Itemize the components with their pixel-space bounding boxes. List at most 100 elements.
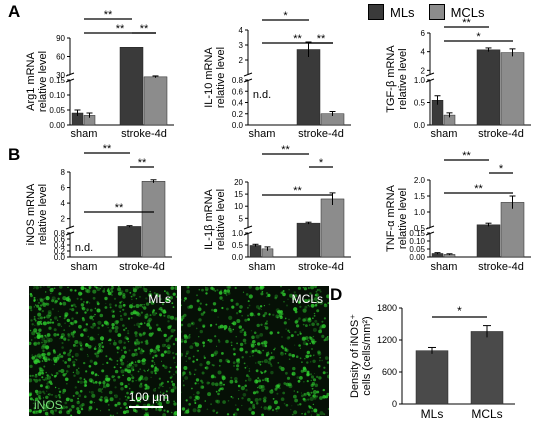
- cell-speck: [233, 352, 236, 356]
- cell-speck: [70, 322, 74, 326]
- cell-speck: [275, 314, 280, 319]
- cell-speck: [85, 343, 89, 347]
- il1b-xlabel-stroke: stroke-4d: [298, 261, 344, 273]
- cell-speck: [268, 357, 272, 361]
- cell-speck: [263, 359, 268, 364]
- cell-speck: [46, 333, 51, 337]
- cell-speck: [80, 286, 85, 290]
- tgfb-tick-label: 2: [421, 66, 426, 75]
- cell-speck: [252, 355, 254, 357]
- cell-speck: [259, 363, 262, 366]
- cell-speck: [293, 390, 296, 392]
- cell-speck: [53, 375, 57, 378]
- cell-speck: [218, 389, 221, 392]
- cell-speck: [51, 359, 53, 361]
- cell-speck: [307, 318, 312, 323]
- cell-speck: [41, 302, 46, 306]
- cell-speck: [313, 354, 315, 356]
- inos-significance-label: **: [115, 202, 124, 214]
- cell-speck: [120, 361, 125, 366]
- cell-speck: [161, 343, 166, 348]
- cell-speck: [237, 358, 240, 361]
- cell-speck: [39, 384, 43, 388]
- cell-speck: [104, 296, 108, 301]
- cell-speck: [135, 398, 138, 400]
- cell-speck: [322, 371, 326, 375]
- cell-speck: [73, 374, 76, 377]
- cell-speck: [245, 389, 248, 392]
- cell-speck: [64, 361, 67, 364]
- cell-speck: [78, 324, 82, 329]
- cell-speck: [101, 345, 105, 349]
- micrograph-mcls-label: MCLs: [291, 292, 323, 306]
- cell-speck: [145, 291, 147, 293]
- cell-speck: [261, 309, 262, 311]
- cell-speck: [38, 378, 41, 382]
- cell-speck: [319, 290, 322, 293]
- cell-speck: [99, 410, 101, 412]
- cell-speck: [129, 304, 133, 309]
- cell-speck: [307, 340, 309, 342]
- tnfa-tick-label: 0.05: [409, 245, 425, 254]
- cell-speck: [149, 353, 151, 355]
- cell-speck: [318, 376, 322, 380]
- cell-speck: [38, 366, 42, 370]
- cell-speck: [214, 376, 217, 379]
- cell-speck: [319, 300, 324, 305]
- cell-speck: [238, 325, 242, 329]
- cell-speck: [86, 308, 89, 311]
- cell-speck: [99, 288, 102, 290]
- tnfa-ylabel-line2: relative level: [397, 188, 409, 249]
- tnfa-tick-label: 1.0: [414, 208, 426, 217]
- cell-speck: [29, 374, 32, 377]
- cell-speck: [234, 377, 238, 381]
- cell-speck: [198, 336, 200, 338]
- cell-speck: [61, 405, 66, 410]
- cell-speck: [78, 381, 80, 383]
- cell-speck: [98, 343, 102, 347]
- cell-speck: [293, 307, 298, 312]
- cell-speck: [183, 366, 188, 370]
- cell-speck: [312, 317, 314, 319]
- cell-speck: [146, 313, 149, 316]
- cell-speck: [122, 308, 125, 311]
- cell-speck: [44, 377, 48, 381]
- cell-speck: [92, 337, 96, 341]
- cell-speck: [267, 293, 271, 297]
- cell-speck: [212, 409, 216, 413]
- cell-speck: [31, 339, 33, 341]
- cell-speck: [208, 339, 213, 343]
- cell-speck: [299, 376, 303, 380]
- cell-speck: [33, 342, 36, 345]
- cell-speck: [237, 384, 240, 386]
- cell-speck: [94, 373, 97, 377]
- cell-speck: [201, 385, 205, 389]
- cell-speck: [321, 334, 325, 338]
- cell-speck: [241, 397, 244, 400]
- cell-speck: [158, 407, 162, 412]
- tnfa-xlabel-stroke: stroke-4d: [478, 261, 524, 273]
- cell-speck: [94, 352, 97, 355]
- cell-speck: [182, 384, 185, 387]
- cell-speck: [67, 334, 71, 338]
- cell-speck: [230, 376, 233, 379]
- cell-speck: [199, 363, 203, 367]
- cell-speck: [306, 361, 309, 364]
- cell-speck: [111, 294, 113, 296]
- cell-speck: [38, 307, 42, 311]
- cell-speck: [122, 302, 124, 303]
- cell-speck: [276, 406, 280, 410]
- cell-speck: [324, 303, 327, 306]
- il10-xlabel-stroke: stroke-4d: [298, 128, 344, 140]
- cell-speck: [33, 296, 36, 299]
- cell-speck: [257, 342, 261, 346]
- cell-speck: [69, 398, 71, 400]
- cell-speck: [136, 341, 141, 345]
- cell-speck: [303, 287, 307, 291]
- cell-speck: [51, 394, 53, 396]
- cell-speck: [161, 360, 162, 362]
- cell-speck: [93, 402, 95, 404]
- cell-speck: [168, 370, 171, 373]
- cell-speck: [123, 328, 126, 332]
- cell-speck: [94, 373, 98, 376]
